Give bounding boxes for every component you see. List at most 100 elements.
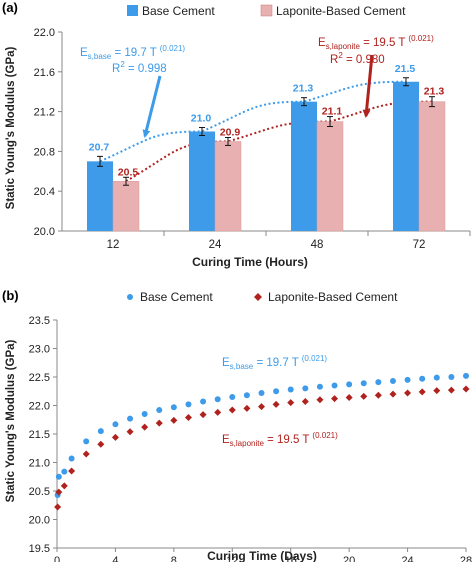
panel-b-y-tick-label: 22.5 [29,372,50,384]
panel-b-y-tick-label: 19.5 [29,543,50,555]
point-laponite-cement [155,419,163,427]
svg-text:Es,base = 19.7 T (0.021): Es,base = 19.7 T (0.021) [80,44,185,61]
ann-b-base-e: E [222,357,230,369]
point-base-cement [127,415,134,422]
panel-b-y-tick-label: 21.5 [29,429,50,441]
ann-lap-sub: s,laponite [326,42,361,51]
bar-laponite-cement [112,181,140,232]
point-laponite-cement [272,400,280,408]
panel-b-y-tick-label: 20.0 [29,515,50,527]
data-label-base: 21.3 [293,83,314,95]
bar-laponite-cement [418,101,446,232]
legend-label-base: Base Cement [142,4,215,18]
panel-b-annotation-base: Es,base = 19.7 T (0.021) [222,354,327,371]
point-laponite-cement [243,404,251,412]
ann-b-base-exp: (0.021) [302,354,328,363]
point-laponite-cement [404,389,412,397]
panel-b-points [54,372,470,511]
point-base-cement [112,421,119,428]
ann-base-r-sup: 2 [120,60,125,69]
ann-lap-exp: (0.021) [408,34,434,43]
ann-b-base-rest: = 19.7 T [253,357,302,369]
point-base-cement [404,376,411,383]
point-base-cement [68,455,75,462]
point-base-cement [185,401,192,408]
point-laponite-cement [55,488,63,496]
point-laponite-cement [389,390,397,398]
panel-a-y-axis-title: Static Young's Modulus (GPa) [5,46,17,209]
ann-base-r: R [112,63,120,75]
bar-base-cement [87,161,113,231]
panel-a-y-ticks: 20.0 20.4 20.8 21.2 21.6 22.0 [34,27,62,238]
annotation-base-equation: Es,base = 19.7 T (0.021) R2 = 0.998 [80,44,185,138]
point-base-cement [200,398,207,405]
point-laponite-cement [301,398,309,406]
point-laponite-cement [331,395,339,403]
panel-b: (b) Base Cement Laponite-Based Cement St… [2,288,472,562]
point-laponite-cement [316,396,324,404]
legend-label-laponite: Laponite-Based Cement [276,4,406,18]
point-base-cement [389,377,396,384]
point-laponite-cement [82,450,90,458]
panel-b-y-tick-label: 23.5 [29,315,50,327]
panel-a-legend: Base Cement Laponite-Based Cement [127,4,406,18]
data-label-laponite: 21.1 [322,106,343,118]
point-laponite-cement [374,391,382,399]
ann-b-lap-rest: = 19.5 T [264,434,313,446]
point-laponite-cement [199,411,207,419]
point-laponite-cement [68,467,76,475]
ann-lap-r-val: = 0.980 [343,54,385,66]
legend-label-laponite-b: Laponite-Based Cement [268,290,398,304]
panel-a: (a) Base Cement Laponite-Based Cement St… [2,0,471,269]
annotation-laponite-equation: Es,laponite = 19.5 T (0.021) R2 = 0.980 [318,34,434,118]
legend-marker-base [127,294,133,300]
bar-base-cement [291,101,317,232]
panel-a-label: (a) [2,0,18,15]
panel-b-x-tick-label: 12 [226,555,238,562]
point-laponite-cement [60,482,68,490]
panel-b-annotation-laponite: Es,laponite = 19.5 T (0.021) [222,431,338,448]
point-laponite-cement [214,408,222,416]
point-laponite-cement [54,503,62,511]
panel-b-x-tick-label: 0 [54,555,60,562]
bar-laponite-cement [214,141,242,232]
panel-b-legend: Base Cement Laponite-Based Cement [127,290,398,304]
ann-lap-e: E [318,37,326,49]
point-laponite-cement [287,399,295,407]
panel-b-x-tick-label: 24 [401,555,413,562]
svg-text:Es,laponite = 19.5 T (0.021): Es,laponite = 19.5 T (0.021) [318,34,434,51]
trendline-base [99,80,407,163]
panel-b-x-tick-label: 16 [285,555,297,562]
point-base-cement [448,374,455,380]
data-label-laponite: 20.9 [220,126,241,138]
panel-b-x-ticks: 0 4 8 12 16 20 24 28 [54,548,472,562]
point-base-cement [273,388,280,395]
panel-b-y-tick-label: 22.0 [29,401,50,413]
panel-b-y-axis-title: Static Young's Modulus (GPa) [5,339,17,502]
point-base-cement [83,438,90,445]
data-label-laponite: 21.3 [424,86,445,98]
point-laponite-cement [97,440,105,448]
point-laponite-cement [345,394,353,402]
point-base-cement [331,382,338,389]
ann-b-lap-exp: (0.021) [312,431,338,440]
legend-marker-laponite [254,293,262,301]
ann-b-base-sub: s,base [230,362,254,371]
point-laponite-cement [111,433,119,441]
panel-b-x-tick-label: 4 [112,555,118,562]
point-base-cement [375,379,382,386]
panel-a-x-tick-label: 12 [107,239,120,251]
annotation-laponite-arrow [362,54,374,118]
ann-lap-r-sup: 2 [338,51,343,60]
point-base-cement [287,386,294,393]
ann-base-r-val: = 0.998 [125,63,167,75]
ann-b-lap-e: E [222,434,230,446]
legend-swatch-laponite [260,4,273,17]
panel-a-x-tick-label: 48 [311,239,324,251]
ann-b-lap-sub: s,laponite [230,439,265,448]
panel-a-y-tick-label: 20.4 [34,186,55,198]
panel-a-x-axis-title: Curing Time (Hours) [192,255,308,269]
svg-text:R2 = 0.980: R2 = 0.980 [330,51,385,66]
panel-a-x-tick-label: 24 [209,239,222,251]
